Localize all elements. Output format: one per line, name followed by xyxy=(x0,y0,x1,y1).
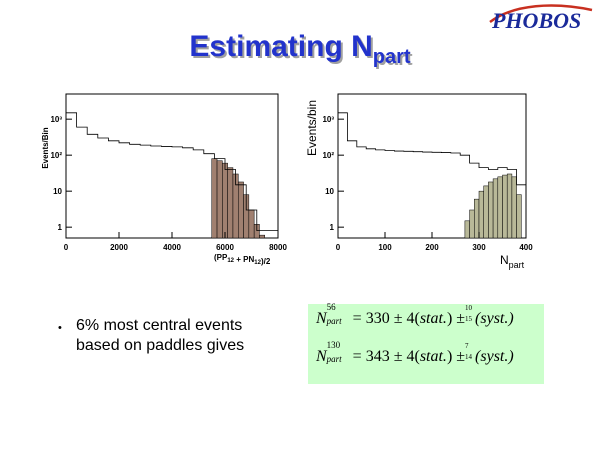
selected-bar xyxy=(488,181,494,239)
x-axis-label-main: N xyxy=(500,253,509,267)
selected-bar xyxy=(497,176,503,239)
selected-bar xyxy=(502,174,508,239)
selected-bar xyxy=(227,167,234,239)
title-subscript: part xyxy=(372,46,411,68)
selected-bar xyxy=(474,198,480,239)
formula-sup: 130 xyxy=(326,340,341,351)
y-axis-label: Events/bin xyxy=(305,100,319,156)
y-tick-label: 10 xyxy=(53,187,62,196)
selected-bar xyxy=(238,181,244,239)
svg-text:PHOBOS: PHOBOS xyxy=(491,8,581,33)
selected-bar xyxy=(511,176,517,239)
x-axis-label-sub: part xyxy=(509,260,525,270)
selected-bar xyxy=(222,162,228,239)
bullet-text: 6% most central events based on paddles … xyxy=(58,316,298,356)
err-up: 7 xyxy=(465,342,469,351)
y-tick-label: 10³ xyxy=(322,115,334,124)
x-axis-label: (PP12 + PN12)/2 xyxy=(214,253,271,266)
selected-bar xyxy=(483,185,489,239)
x-axis-label-part: 12 xyxy=(254,260,261,266)
err-down: 14 xyxy=(465,353,473,362)
selected-bar xyxy=(492,178,499,239)
x-axis-label: Npart xyxy=(500,253,525,270)
formula-eq: = 343 ± 4( xyxy=(348,348,420,365)
selected-bar xyxy=(464,220,470,239)
formula-row-56: N 56 part = 330 ± 4(stat.) ±10 15 (syst.) xyxy=(316,302,514,328)
title-main: Estimating N xyxy=(189,30,373,63)
y-tick-label: 10³ xyxy=(50,115,62,124)
y-tick-label: 1 xyxy=(330,223,335,232)
formula-N: N xyxy=(316,348,327,365)
bullet-line-1: 6% most central events xyxy=(76,317,243,334)
x-tick-label: 6000 xyxy=(216,243,234,252)
selected-bar xyxy=(516,194,522,239)
formula-syst: (syst.) xyxy=(475,348,514,365)
formula-N: N xyxy=(316,310,327,327)
x-tick-label: 4000 xyxy=(163,243,181,252)
formula-row-130: N 130 part = 343 ± 4(stat.) ±7 14 (syst.) xyxy=(316,340,514,366)
formula-syst-err: 10 15 xyxy=(465,304,475,328)
x-tick-label: 300 xyxy=(472,243,486,252)
y-tick-label: 10² xyxy=(50,151,62,160)
formula-sub: part xyxy=(326,354,342,365)
phobos-logo: PHOBOS xyxy=(484,2,596,33)
err-up: 10 xyxy=(465,304,473,313)
chart-left-paddles: 0 2000 4000 6000 800011010²10³Events/Bin(PP1… xyxy=(41,93,287,266)
formula-close: ) xyxy=(446,348,453,365)
formula-pm: ± xyxy=(456,310,466,327)
x-tick-label: 0 xyxy=(64,243,69,252)
x-tick-label: 400 xyxy=(519,243,533,252)
y-tick-label: 10 xyxy=(325,187,334,196)
x-axis-label-part: + PN xyxy=(234,255,254,264)
selected-bar xyxy=(216,160,223,239)
page-title: Estimating Npart xyxy=(0,30,600,68)
x-axis-label-part: )/2 xyxy=(261,257,271,266)
x-tick-label: 200 xyxy=(425,243,439,252)
x-tick-label: 100 xyxy=(378,243,392,252)
selected-bar xyxy=(506,173,513,239)
formula-syst: (syst.) xyxy=(475,310,514,327)
histogram-step-line xyxy=(338,112,526,186)
selected-bar xyxy=(211,158,218,239)
x-tick-label: 8000 xyxy=(269,243,287,252)
formula-close: ) xyxy=(446,310,453,327)
formula-indices: 56 part xyxy=(326,302,349,328)
formula-syst-err: 7 14 xyxy=(465,342,475,366)
y-tick-label: 10² xyxy=(322,151,334,160)
formula-stat: stat. xyxy=(419,348,447,365)
y-tick-label: 1 xyxy=(58,223,63,232)
selected-bar xyxy=(259,234,265,239)
x-tick-label: 0 xyxy=(336,243,341,252)
formula-stat: stat. xyxy=(419,310,447,327)
formula-indices: 130 part xyxy=(326,340,349,366)
formula-sub: part xyxy=(326,316,342,327)
formula-pm: ± xyxy=(456,348,466,365)
bullet-marker: • xyxy=(58,322,62,334)
x-axis-label-part: (PP xyxy=(214,253,228,262)
histogram-step-line xyxy=(66,112,278,232)
x-axis-label-part: 12 xyxy=(227,258,234,264)
formula-sup: 56 xyxy=(326,302,336,313)
selected-bar xyxy=(469,209,475,239)
formula-eq: = 330 ± 4( xyxy=(348,310,420,327)
bullet-line-2: based on paddles gives xyxy=(76,337,245,354)
err-down: 15 xyxy=(465,315,473,324)
y-axis-label: Events/Bin xyxy=(41,127,50,168)
selected-bar xyxy=(248,209,255,239)
x-tick-label: 2000 xyxy=(110,243,128,252)
selected-bar xyxy=(478,190,484,239)
